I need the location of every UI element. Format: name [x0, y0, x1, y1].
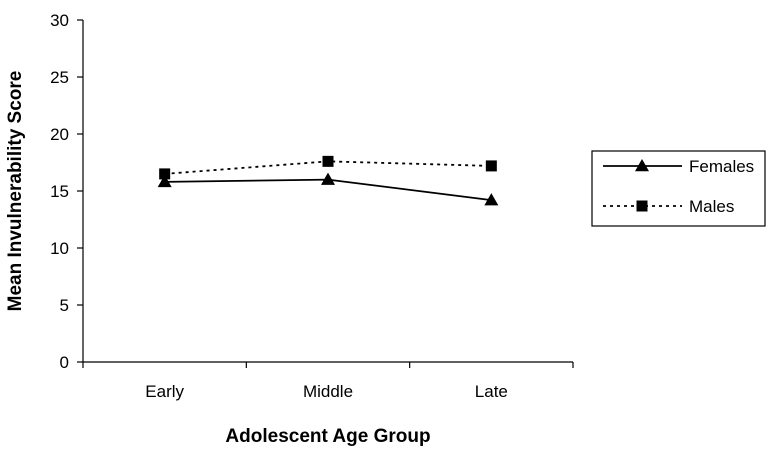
y-tick-label: 30	[50, 11, 69, 30]
y-axis-ticks: 0 5 10 15 20 25 30	[50, 11, 83, 372]
males-data-point	[322, 155, 334, 167]
legend-box	[591, 150, 766, 227]
y-tick-label: 0	[60, 353, 69, 372]
y-tick-label: 20	[50, 125, 69, 144]
females-data-point	[157, 174, 172, 188]
series-layer	[157, 155, 499, 206]
females-legend-label: Females	[689, 157, 754, 176]
legend-items: Females Males	[603, 157, 754, 216]
plot-area: 0 5 10 15 20 25 30 Early Middle Late	[50, 11, 574, 401]
x-axis-title: Adolescent Age Group	[225, 426, 430, 447]
x-tick-label: Early	[145, 382, 184, 401]
females-legend-marker	[635, 159, 649, 172]
x-tick-label: Late	[475, 382, 508, 401]
males-legend-marker	[636, 200, 648, 212]
males-legend-label: Males	[689, 197, 734, 216]
males-data-point	[485, 160, 497, 172]
x-tick-label: Middle	[303, 382, 353, 401]
y-tick-label: 10	[50, 239, 69, 258]
y-tick-label: 15	[50, 182, 69, 201]
females-data-point	[484, 193, 499, 206]
x-axis-ticks: Early Middle Late	[82, 362, 574, 401]
y-tick-label: 25	[50, 68, 69, 87]
legend: Females Males	[591, 150, 766, 227]
females-data-point	[321, 172, 335, 185]
males-data-point	[159, 168, 171, 180]
y-tick-label: 5	[60, 296, 69, 315]
y-axis-title: Mean Invulnerability Score	[5, 71, 26, 312]
